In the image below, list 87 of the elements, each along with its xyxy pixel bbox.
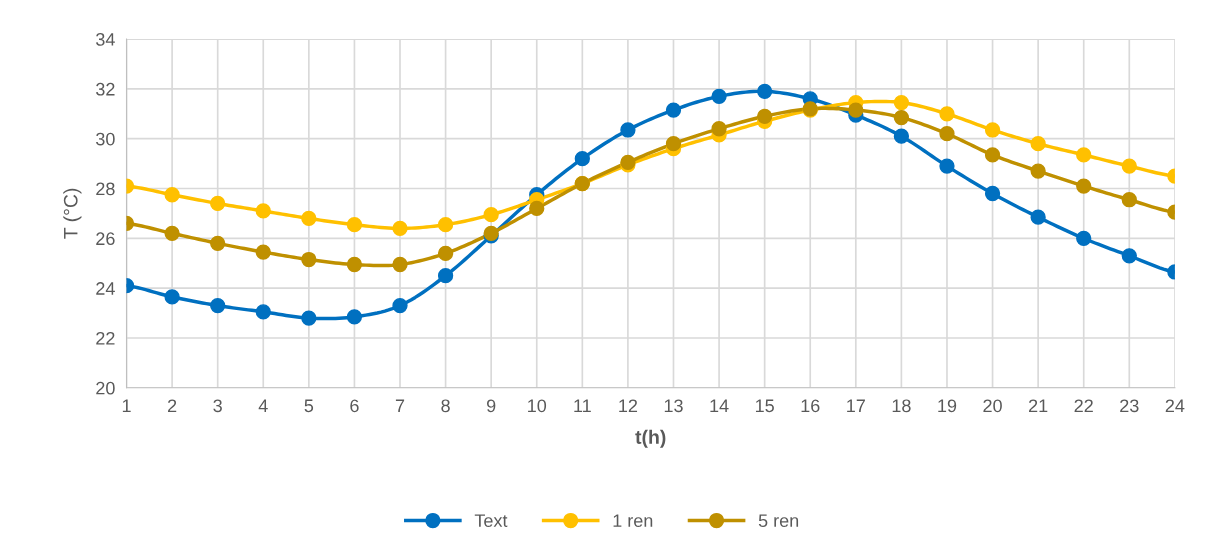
point: [848, 102, 864, 118]
point: [984, 122, 1001, 138]
y-tick-label: 22: [96, 331, 115, 345]
point: [757, 83, 773, 100]
x-axis-title: t(h): [635, 429, 666, 448]
y-tick-label: 28: [96, 182, 115, 196]
x-tick-label: 22: [1074, 399, 1093, 413]
point: [301, 210, 317, 227]
point: [1030, 209, 1046, 225]
point: [437, 217, 454, 233]
x-tick-label: 4: [258, 399, 268, 413]
point: [392, 220, 408, 237]
x-tick-label: 3: [213, 399, 222, 413]
x-tick-label: 17: [847, 399, 865, 413]
point: [1076, 178, 1092, 194]
point: [164, 289, 180, 305]
point: [1121, 248, 1137, 264]
x-tick-label: 20: [983, 399, 1002, 413]
point: [711, 121, 727, 137]
point: [893, 128, 910, 144]
y-tick-label: 34: [96, 32, 115, 46]
point: [984, 147, 1001, 163]
point: [939, 158, 955, 174]
y-tick-label: 20: [96, 381, 115, 395]
x-tick-label: 12: [619, 399, 638, 413]
point: [665, 102, 682, 118]
point: [301, 310, 317, 326]
point: [529, 200, 545, 217]
x-tick-label: 18: [892, 399, 911, 413]
point: [392, 256, 408, 273]
point: [620, 122, 636, 138]
point: [1076, 230, 1092, 246]
point: [574, 150, 590, 167]
y-tick-label: 26: [96, 232, 115, 246]
point: [210, 195, 226, 212]
point: [164, 225, 180, 242]
point: [939, 126, 955, 142]
x-tick-label: 19: [938, 399, 957, 413]
point: [893, 109, 910, 126]
x-tick-label: 13: [664, 399, 683, 413]
point: [1121, 158, 1137, 174]
x-tick-label: 2: [167, 399, 177, 413]
point: [392, 297, 408, 314]
legend-label: 1 ren: [613, 514, 653, 528]
x-tick-label: 16: [801, 399, 820, 413]
x-tick-label: 24: [1165, 399, 1185, 413]
point: [301, 251, 317, 268]
point: [665, 136, 682, 152]
x-tick-label: 6: [350, 399, 359, 413]
point: [164, 187, 180, 203]
point: [255, 304, 271, 320]
point: [437, 245, 454, 261]
point: [346, 309, 363, 325]
point: [939, 106, 955, 122]
point: [210, 297, 226, 314]
x-tick-label: 10: [528, 399, 547, 413]
y-tick-label: 24: [96, 282, 115, 295]
legend-label: 5 ren: [758, 514, 799, 528]
x-tick-label: 11: [574, 399, 591, 413]
point: [1030, 136, 1046, 152]
point: [210, 235, 226, 251]
point: [984, 185, 1001, 202]
x-tick-label: 15: [755, 399, 774, 413]
point: [757, 108, 773, 124]
point: [437, 268, 454, 284]
point: [1030, 163, 1046, 179]
legend-label: Text: [474, 514, 508, 528]
x-tick-label: 21: [1029, 399, 1048, 413]
x-tick-label: 5: [304, 399, 314, 413]
y-tick-label: 32: [96, 82, 115, 96]
y-tick-label: 30: [96, 132, 115, 146]
point: [711, 88, 727, 104]
x-tick-label: 23: [1120, 399, 1139, 413]
point: [483, 207, 499, 223]
x-tick-label: 9: [486, 399, 496, 413]
point: [346, 256, 363, 273]
point: [1076, 147, 1092, 163]
x-tick-label: 1: [122, 399, 131, 413]
point: [255, 203, 271, 219]
x-tick-label: 8: [441, 399, 450, 413]
x-tick-label: 7: [395, 399, 405, 413]
point: [255, 244, 271, 260]
y-axis-title: T (°C): [63, 188, 82, 239]
point: [893, 94, 910, 111]
point: [346, 217, 363, 233]
x-tick-label: 14: [710, 399, 729, 413]
point: [1121, 192, 1137, 208]
